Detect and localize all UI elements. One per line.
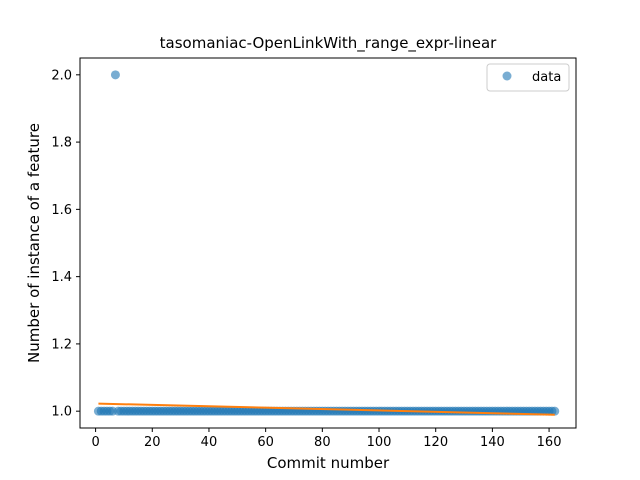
x-tick-label: 100 — [367, 435, 392, 450]
fit-layer — [98, 402, 555, 416]
x-tick-label: 40 — [201, 435, 218, 450]
x-tick-label: 60 — [257, 435, 274, 450]
y-axis-label: Number of instance of a feature — [25, 123, 43, 363]
x-axis: 0 20 40 60 80 100 120 140 160 — [91, 428, 561, 450]
x-tick-label: 0 — [91, 435, 99, 450]
x-axis-label: Commit number — [267, 454, 390, 472]
x-tick-label: 20 — [144, 435, 161, 450]
legend: data — [486, 63, 570, 92]
y-tick-label: 1.4 — [51, 270, 72, 285]
fit-line — [98, 402, 555, 416]
y-axis: 1.0 1.2 1.4 1.6 1.8 2.0 — [51, 68, 80, 420]
legend-label-data: data — [532, 70, 561, 85]
plot-area — [80, 58, 576, 428]
y-tick-label: 1.2 — [51, 337, 72, 352]
plot-frame — [79, 57, 577, 429]
y-tick-label: 1.0 — [51, 405, 72, 420]
x-tick-label: 80 — [314, 435, 331, 450]
y-tick-label: 2.0 — [51, 68, 72, 83]
data-point — [550, 406, 560, 416]
legend-box — [486, 63, 570, 92]
legend-marker-data — [502, 71, 512, 81]
chart-title: tasomaniac-OpenLinkWith_range_expr-linea… — [160, 34, 498, 53]
x-tick-label: 160 — [537, 435, 562, 450]
y-tick-label: 1.6 — [51, 203, 72, 218]
data-point — [110, 70, 120, 80]
x-tick-label: 140 — [480, 435, 505, 450]
x-tick-label: 120 — [423, 435, 448, 450]
y-tick-label: 1.8 — [51, 136, 72, 151]
